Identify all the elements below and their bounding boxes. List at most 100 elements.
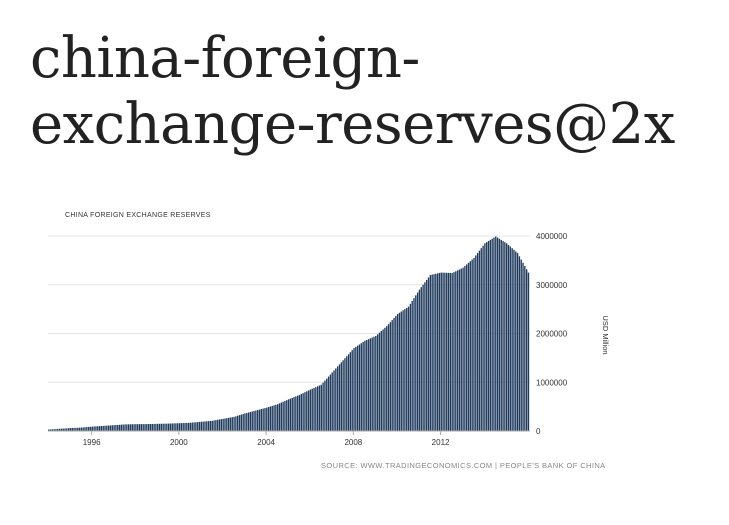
bar — [127, 424, 130, 431]
bar — [449, 272, 452, 431]
bar — [202, 421, 204, 431]
bar — [433, 274, 435, 431]
bar — [438, 272, 441, 431]
bar — [269, 406, 272, 431]
bar — [471, 259, 473, 431]
bar — [218, 419, 221, 431]
bar — [407, 306, 410, 431]
bar — [75, 427, 77, 431]
bar — [526, 269, 528, 431]
bar — [373, 336, 375, 431]
bar — [100, 426, 103, 431]
bar — [487, 241, 490, 431]
bar — [307, 390, 310, 431]
bar — [318, 385, 321, 431]
bar — [355, 346, 357, 431]
bar — [518, 256, 521, 431]
bar — [113, 425, 115, 431]
bar — [157, 423, 159, 431]
bar — [98, 426, 101, 431]
bar — [291, 397, 293, 431]
bar — [146, 424, 148, 431]
bar — [133, 424, 135, 431]
bar — [302, 393, 304, 431]
bar — [129, 424, 132, 431]
bar — [480, 248, 482, 431]
bar — [67, 428, 70, 431]
bar — [164, 423, 166, 431]
x-tick-label: 2004 — [257, 438, 275, 447]
bar — [53, 429, 55, 431]
bar — [344, 358, 346, 431]
bar — [315, 387, 317, 431]
bar — [140, 424, 143, 431]
bar — [360, 343, 362, 431]
bar — [453, 272, 455, 431]
bar — [215, 420, 217, 431]
page-title-line-1: china-foreign- — [30, 26, 420, 91]
bar — [506, 243, 508, 431]
bar — [80, 427, 83, 431]
bar — [275, 404, 277, 431]
bar — [180, 423, 183, 431]
bar — [346, 356, 348, 431]
bar — [386, 326, 388, 431]
bar — [313, 387, 315, 431]
bar — [238, 415, 241, 431]
bar — [347, 354, 350, 431]
bar — [362, 342, 364, 431]
bar — [109, 425, 112, 431]
bar — [304, 392, 306, 431]
bar — [522, 262, 524, 431]
bar — [384, 327, 386, 431]
bar — [226, 418, 228, 431]
bar — [93, 426, 95, 431]
bar — [87, 426, 90, 431]
bar — [280, 402, 283, 431]
x-axis-ticks: 1996 2000 2004 2008 2012 — [83, 431, 450, 447]
bar — [78, 427, 81, 431]
bar — [409, 303, 412, 431]
bar — [387, 324, 390, 431]
bar — [484, 243, 486, 431]
bar — [527, 272, 530, 431]
bar — [195, 422, 197, 431]
bar — [191, 422, 193, 431]
bar — [393, 318, 395, 431]
bar — [418, 289, 421, 431]
bar — [496, 237, 499, 431]
bar — [126, 424, 128, 431]
bar — [511, 248, 513, 431]
bar — [220, 419, 223, 431]
chart-title: CHINA FOREIGN EXCHANGE RESERVES — [65, 212, 211, 219]
bar — [342, 360, 344, 431]
bar — [111, 425, 113, 431]
bar — [173, 423, 175, 431]
bar — [413, 298, 415, 431]
bar — [260, 409, 263, 431]
bar — [431, 274, 433, 431]
bar — [455, 271, 457, 431]
bar — [231, 417, 233, 431]
bar — [149, 423, 152, 431]
bar — [467, 262, 470, 431]
bar — [229, 417, 232, 431]
bar — [306, 391, 308, 431]
bar — [446, 272, 448, 431]
bar — [336, 366, 339, 431]
bar — [369, 338, 372, 431]
bar — [187, 422, 190, 431]
bar — [135, 424, 137, 431]
y-tick-label: 3000000 — [536, 281, 568, 290]
bar — [351, 350, 353, 431]
bar — [60, 428, 63, 431]
bar — [158, 423, 161, 431]
bar — [507, 244, 510, 431]
bar — [253, 411, 255, 431]
bar — [382, 329, 384, 431]
bar — [62, 428, 64, 431]
bar — [513, 249, 515, 431]
y-tick-label: 4000000 — [536, 232, 568, 241]
bar — [48, 429, 50, 431]
bar — [404, 309, 406, 431]
